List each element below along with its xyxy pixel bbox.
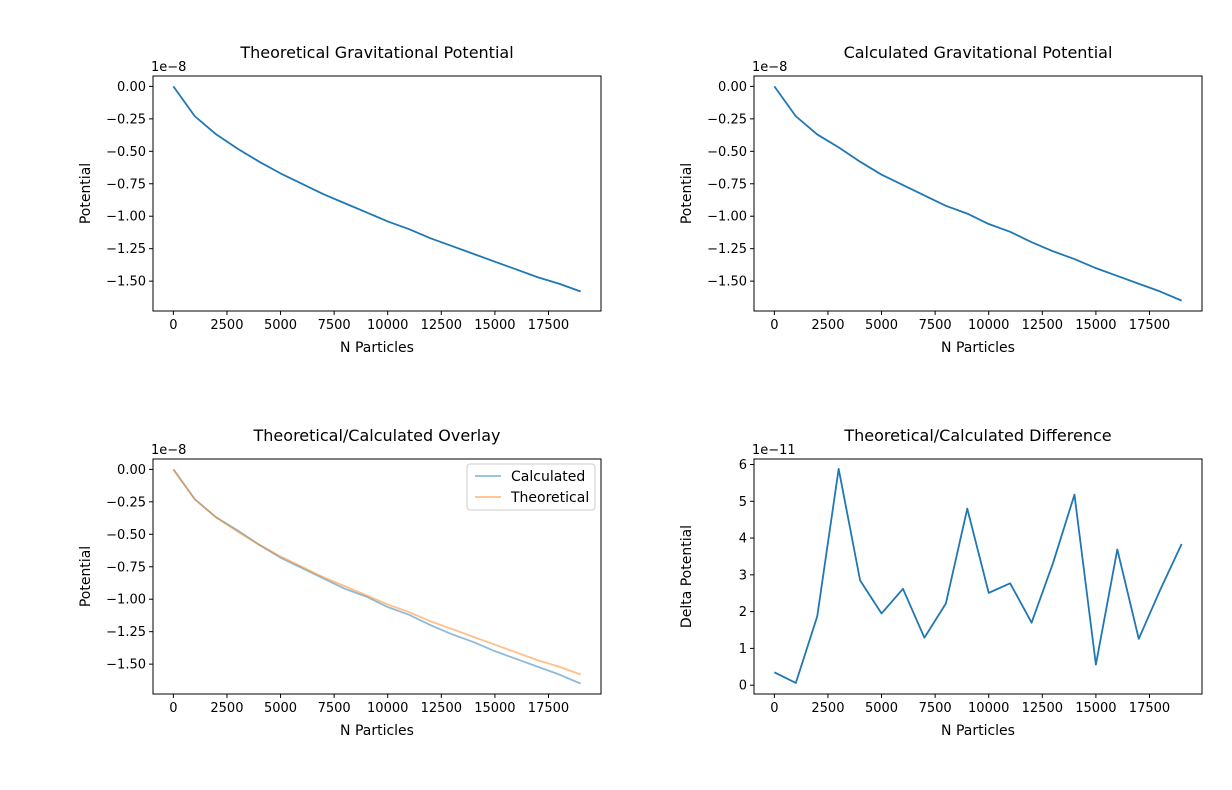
legend: Calculated Theoretical: [466, 463, 596, 511]
x-tick-label: 17500: [528, 701, 569, 716]
x-tick-label: 7500: [919, 701, 952, 716]
x-axis-label: N Particles: [340, 340, 414, 356]
y-tick-label: −1.00: [707, 210, 747, 225]
x-tick-label: 12500: [421, 318, 462, 333]
x-tick-label: 12500: [421, 701, 462, 716]
x-tick-label: 10000: [367, 318, 408, 333]
x-axis-label: N Particles: [340, 723, 414, 739]
y-offset-text: 1e−8: [752, 60, 787, 75]
y-tick-label: −1.50: [707, 275, 747, 290]
chart-panel-1: 0 2500 5000 7500 10000 12500 15000 17500 0.00 −0.…: [78, 43, 602, 356]
x-tick-label: 7500: [919, 318, 952, 333]
x-tick-label: 0: [770, 318, 778, 333]
x-tick-label: 12500: [1022, 318, 1063, 333]
x-tick-label: 15000: [1075, 701, 1116, 716]
y-tick-label: −1.50: [106, 658, 146, 673]
x-tick-label: 17500: [528, 318, 569, 333]
series-line-1: [172, 468, 581, 685]
y-axis-label: Potential: [78, 546, 94, 607]
x-tick-label: 10000: [968, 318, 1009, 333]
y-axis-label: Potential: [679, 163, 695, 224]
x-tick-label: 0: [169, 701, 177, 716]
y-tick-label: −0.75: [106, 560, 146, 575]
series-line-1: [172, 85, 581, 293]
x-tick-label: 15000: [474, 318, 515, 333]
legend-label: Theoretical: [510, 490, 589, 506]
axes-frame: [753, 75, 1203, 312]
x-tick-label: 12500: [1022, 701, 1063, 716]
y-offset-text: 1e−8: [151, 60, 186, 75]
y-tick-label: 1: [739, 642, 747, 657]
y-tick-label: −1.25: [106, 242, 146, 257]
x-tick-label: 0: [169, 318, 177, 333]
x-tick-label: 5000: [865, 701, 898, 716]
axes-frame: [152, 458, 602, 695]
y-offset-text: 1e−11: [752, 443, 796, 458]
x-tick-label: 15000: [1075, 318, 1116, 333]
y-tick-label: −0.25: [106, 112, 146, 127]
x-tick-label: 17500: [1129, 701, 1170, 716]
y-tick-label: −0.25: [106, 495, 146, 510]
y-tick-label: 4: [739, 532, 747, 547]
chart-title: Theoretical Gravitational Potential: [239, 43, 513, 62]
y-tick-label: −1.00: [106, 593, 146, 608]
y-tick-label: −1.50: [106, 275, 146, 290]
x-tick-label: 0: [770, 701, 778, 716]
x-tick-label: 17500: [1129, 318, 1170, 333]
axes-frame: [753, 458, 1203, 695]
x-tick-label: 7500: [318, 318, 351, 333]
x-tick-label: 5000: [865, 318, 898, 333]
y-axis-label: Delta Potential: [679, 525, 695, 628]
axes-frame: [152, 75, 602, 312]
x-tick-label: 7500: [318, 701, 351, 716]
y-tick-label: −0.50: [106, 145, 146, 160]
series-line-1: [773, 468, 1183, 684]
y-tick-label: −0.75: [707, 177, 747, 192]
y-tick-label: 0.00: [117, 80, 146, 95]
chart-title: Theoretical/Calculated Difference: [843, 426, 1111, 445]
y-tick-label: −1.25: [106, 625, 146, 640]
x-axis-label: N Particles: [941, 340, 1015, 356]
chart-panel-3: 0 2500 5000 7500 10000 12500 15000 17500 0.00 −0.…: [78, 426, 602, 739]
y-tick-label: 2: [739, 605, 747, 620]
y-tick-label: 0.00: [117, 463, 146, 478]
x-tick-label: 5000: [264, 701, 297, 716]
chart-panel-4: 0 2500 5000 7500 10000 12500 15000 17500 0 1 2 3 4 5 6…: [679, 426, 1203, 739]
x-tick-label: 2500: [210, 318, 243, 333]
y-tick-label: 0.00: [718, 80, 747, 95]
x-tick-label: 5000: [264, 318, 297, 333]
y-tick-label: 5: [739, 495, 747, 510]
y-axis-label: Potential: [78, 163, 94, 224]
y-tick-label: −0.50: [106, 528, 146, 543]
y-tick-label: −0.75: [106, 177, 146, 192]
chart-title: Theoretical/Calculated Overlay: [253, 426, 501, 445]
x-tick-label: 10000: [367, 701, 408, 716]
y-tick-label: −0.25: [707, 112, 747, 127]
chart-panel-2: 0 2500 5000 7500 10000 12500 15000 17500 0.00 −0.…: [679, 43, 1203, 356]
x-tick-label: 2500: [811, 701, 844, 716]
y-offset-text: 1e−8: [151, 443, 186, 458]
x-tick-label: 2500: [210, 701, 243, 716]
x-tick-label: 2500: [811, 318, 844, 333]
y-tick-label: −0.50: [707, 145, 747, 160]
series-line-1: [773, 85, 1182, 302]
y-tick-label: −1.00: [106, 210, 146, 225]
legend-label: Calculated: [511, 469, 585, 485]
x-tick-label: 10000: [968, 701, 1009, 716]
x-tick-label: 15000: [474, 701, 515, 716]
y-tick-label: 0: [739, 679, 747, 694]
y-tick-label: −1.25: [707, 242, 747, 257]
y-tick-label: 3: [739, 568, 747, 583]
chart-title: Calculated Gravitational Potential: [844, 43, 1113, 62]
y-tick-label: 6: [739, 458, 747, 473]
x-axis-label: N Particles: [941, 723, 1015, 739]
series-line-2: [172, 468, 581, 676]
